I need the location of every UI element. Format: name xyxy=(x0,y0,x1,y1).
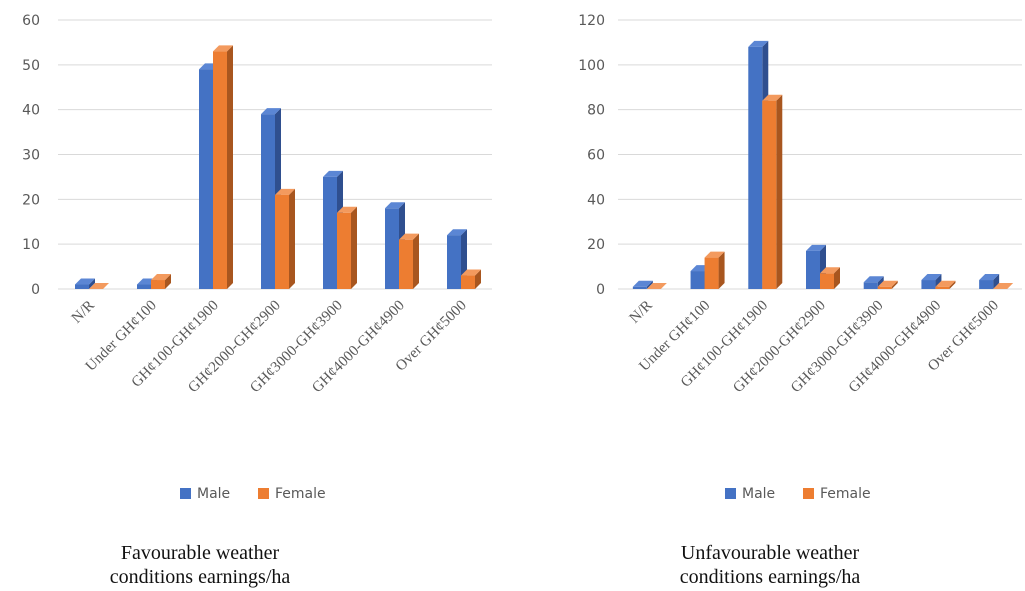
y-tick-label: 40 xyxy=(22,103,40,119)
bar-top xyxy=(877,280,898,287)
bar-top xyxy=(820,267,840,274)
bar-male xyxy=(632,286,647,289)
bar-top xyxy=(323,170,343,177)
bar-side xyxy=(776,94,783,289)
bar-male xyxy=(447,235,461,289)
bar-male xyxy=(261,114,275,290)
bar-male xyxy=(75,284,89,289)
bar-female xyxy=(935,286,950,289)
bar-side xyxy=(891,280,898,289)
bar-top xyxy=(275,188,295,195)
bar-top xyxy=(261,108,281,115)
bar-top xyxy=(337,206,357,213)
legend-swatch-female xyxy=(258,488,269,499)
y-tick-label: 10 xyxy=(22,237,40,253)
bar-top xyxy=(921,274,942,281)
legend-swatch-male xyxy=(725,488,736,499)
bar-top xyxy=(447,229,467,236)
caption-line-2: conditions earnings/ha xyxy=(679,566,861,588)
bar-female xyxy=(337,212,351,289)
y-tick-label: 100 xyxy=(578,58,605,74)
bar-female xyxy=(399,239,413,289)
y-tick-label: 20 xyxy=(587,237,605,253)
bar-side xyxy=(834,267,840,289)
legend-label-female: Female xyxy=(820,486,871,502)
bar-side xyxy=(475,269,481,289)
bar-side xyxy=(227,45,233,290)
bar-top xyxy=(935,280,956,287)
bar-top xyxy=(632,280,653,287)
bar-top xyxy=(213,45,233,52)
bar-top xyxy=(806,244,826,251)
bar-top xyxy=(399,233,419,240)
y-tick-label: 30 xyxy=(22,148,40,164)
bar-top xyxy=(762,94,783,101)
bar-male xyxy=(921,280,936,289)
caption-unfavourable: Unfavourable weather conditions earnings… xyxy=(620,541,920,589)
bar-male xyxy=(323,176,337,289)
bar-top xyxy=(151,274,171,281)
bar-side xyxy=(949,280,956,289)
bar-top xyxy=(993,283,1014,289)
bar-female xyxy=(704,257,719,289)
bar-top xyxy=(646,283,667,289)
bar-side xyxy=(993,274,1000,289)
bar-female xyxy=(461,275,475,289)
bar-side xyxy=(89,278,95,289)
y-tick-label: 40 xyxy=(587,192,605,208)
bar-female xyxy=(275,194,289,289)
caption-line-1: Unfavourable weather xyxy=(680,542,860,564)
bar-top xyxy=(979,274,1000,281)
bar-male xyxy=(863,282,878,289)
y-tick-label: 50 xyxy=(22,58,40,74)
x-category-label: N/R xyxy=(627,298,656,327)
bar-side xyxy=(351,206,357,289)
y-tick-label: 80 xyxy=(587,103,605,119)
y-tick-label: 0 xyxy=(596,282,605,298)
y-tick-label: 20 xyxy=(22,192,40,208)
caption-line-1: Favourable weather xyxy=(120,542,280,564)
x-category-label: N/R xyxy=(69,298,98,327)
bar-top xyxy=(385,202,405,209)
y-tick-label: 60 xyxy=(22,13,40,29)
caption-line-2: conditions earnings/ha xyxy=(109,566,291,588)
bar-male xyxy=(748,46,763,290)
legend-label-male: Male xyxy=(742,486,775,502)
bar-side xyxy=(165,274,171,289)
bar-female xyxy=(213,51,227,290)
y-tick-label: 60 xyxy=(587,148,605,164)
bar-female xyxy=(877,286,892,289)
bar-male xyxy=(199,69,213,289)
bar-side xyxy=(289,188,295,289)
bar-male xyxy=(690,271,705,289)
y-tick-label: 120 xyxy=(578,13,605,29)
bar-top xyxy=(89,283,109,289)
bar-female xyxy=(151,280,165,289)
bar-side xyxy=(718,251,725,289)
bar-side xyxy=(646,280,653,289)
bar-male xyxy=(385,208,399,289)
legend-swatch-male xyxy=(180,488,191,499)
bar-top xyxy=(75,278,95,285)
y-tick-label: 0 xyxy=(31,282,40,298)
bar-female xyxy=(820,273,834,289)
bar-top xyxy=(748,40,769,47)
bar-female xyxy=(762,100,777,289)
bar-top xyxy=(863,276,884,283)
legend-swatch-female xyxy=(803,488,814,499)
bar-male xyxy=(137,284,151,289)
caption-favourable: Favourable weather conditions earnings/h… xyxy=(60,541,340,589)
bar-male xyxy=(979,280,994,289)
bar-top xyxy=(461,269,481,276)
bar-top xyxy=(704,251,725,258)
legend-label-male: Male xyxy=(197,486,230,502)
bar-side xyxy=(413,233,419,289)
bar-male xyxy=(806,250,820,289)
legend-label-female: Female xyxy=(275,486,326,502)
